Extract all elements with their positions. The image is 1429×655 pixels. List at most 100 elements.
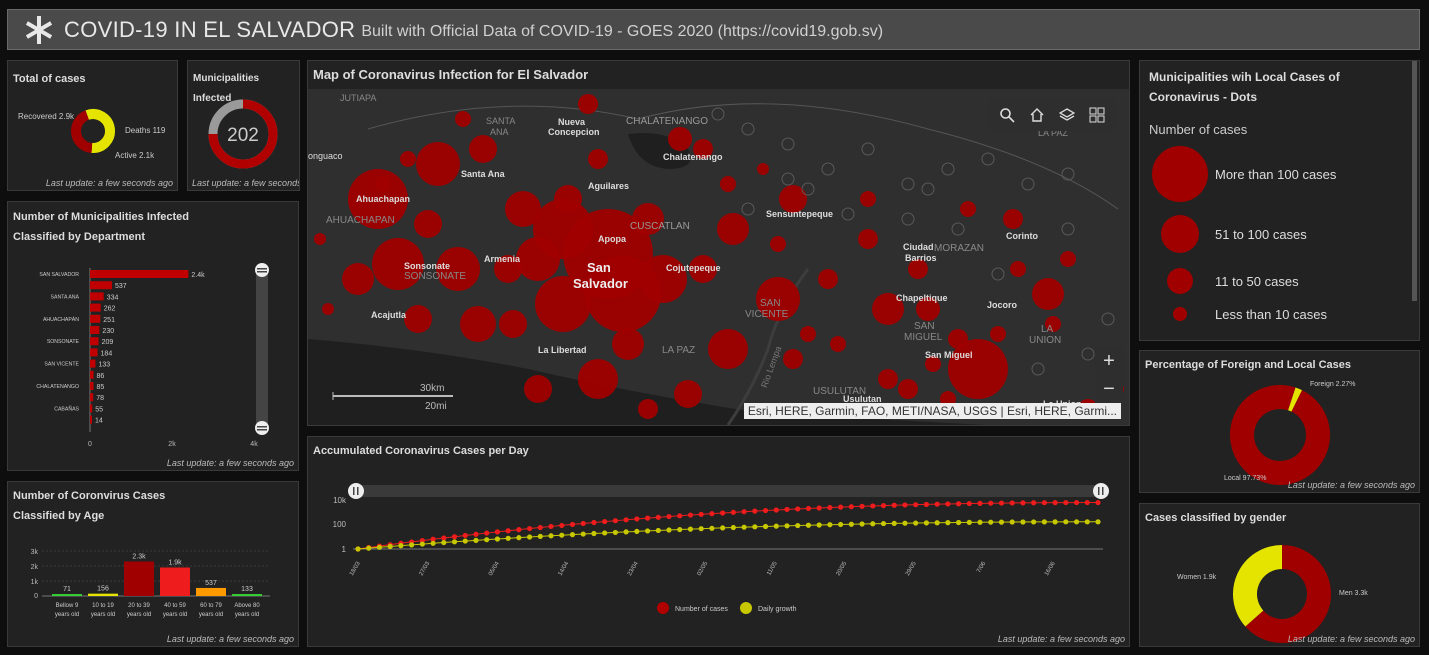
data-point[interactable] [945, 501, 951, 507]
data-point[interactable] [966, 519, 972, 525]
data-point[interactable] [720, 525, 726, 531]
data-point[interactable] [494, 529, 501, 535]
slice-foreign[interactable] [1287, 387, 1303, 412]
data-point[interactable] [1052, 519, 1058, 525]
data-point[interactable] [859, 521, 865, 527]
data-point[interactable] [773, 523, 779, 529]
data-point[interactable] [602, 530, 608, 536]
data-point[interactable] [827, 522, 833, 528]
data-point[interactable] [526, 534, 533, 540]
dept-bar[interactable] [90, 359, 96, 368]
zoom-out-button[interactable]: − [1103, 377, 1115, 400]
infection-dot[interactable] [524, 375, 552, 403]
daily-line-chart[interactable]: 10k 100 1 18/03 27/03 05/04 14/04 23/04 02/05… [308, 463, 1131, 648]
data-point[interactable] [677, 526, 683, 533]
data-point[interactable] [1095, 499, 1101, 506]
data-point[interactable] [376, 544, 383, 550]
data-point[interactable] [462, 538, 468, 544]
data-point[interactable] [816, 505, 822, 511]
scroll-handle-right[interactable] [1093, 483, 1109, 499]
data-point[interactable] [569, 532, 576, 538]
home-button[interactable] [1023, 103, 1051, 127]
scroll-track[interactable] [356, 485, 1101, 497]
data-point[interactable] [870, 521, 876, 527]
age-bar[interactable] [196, 587, 226, 596]
infection-dot[interactable] [668, 127, 692, 151]
data-point[interactable] [666, 527, 672, 533]
data-point[interactable] [848, 504, 854, 510]
data-point[interactable] [1063, 519, 1069, 525]
data-point[interactable] [762, 523, 769, 530]
infection-dot[interactable] [314, 233, 326, 245]
map-canvas[interactable]: JUTIAPA SANTA ANA Nueva Concepcion CHALA… [308, 89, 1129, 425]
age-bar[interactable] [88, 593, 118, 596]
infection-dot[interactable] [612, 328, 644, 360]
data-point[interactable] [795, 506, 801, 512]
dept-bar[interactable] [90, 270, 189, 278]
data-point[interactable] [526, 525, 533, 532]
data-point[interactable] [366, 545, 372, 551]
infection-dot[interactable] [372, 238, 424, 290]
data-point[interactable] [655, 527, 661, 534]
slice-local[interactable] [1230, 385, 1330, 485]
data-point[interactable] [634, 528, 640, 535]
infection-dot[interactable] [342, 263, 374, 295]
slice-women[interactable] [1233, 545, 1283, 627]
infection-dot[interactable] [717, 213, 749, 245]
data-point[interactable] [913, 502, 919, 508]
data-point[interactable] [484, 537, 490, 543]
infection-dot[interactable] [400, 151, 416, 167]
data-point[interactable] [698, 511, 704, 517]
data-point[interactable] [859, 503, 865, 509]
infection-dot[interactable] [578, 94, 598, 114]
data-point[interactable] [1052, 500, 1058, 506]
data-point[interactable] [1084, 519, 1090, 525]
dept-bar[interactable] [90, 404, 93, 413]
data-point[interactable] [612, 529, 618, 536]
search-button[interactable] [993, 103, 1021, 127]
data-point[interactable] [848, 521, 854, 527]
data-point[interactable] [709, 511, 715, 517]
data-point[interactable] [880, 520, 887, 527]
infection-dot[interactable] [708, 329, 748, 369]
infection-dot[interactable] [638, 399, 658, 419]
data-point[interactable] [998, 519, 1005, 525]
age-bar[interactable] [124, 561, 154, 597]
infection-dot[interactable] [830, 336, 846, 352]
data-point[interactable] [784, 506, 790, 513]
infection-dot[interactable] [639, 255, 687, 303]
data-point[interactable] [569, 521, 576, 528]
data-point[interactable] [548, 523, 554, 530]
infection-dot[interactable] [535, 276, 591, 332]
data-point[interactable] [752, 508, 758, 514]
data-point[interactable] [1031, 519, 1037, 525]
data-point[interactable] [784, 523, 790, 529]
infection-dot[interactable] [674, 380, 702, 408]
infection-dot[interactable] [878, 369, 898, 389]
data-point[interactable] [591, 530, 597, 537]
data-point[interactable] [773, 507, 779, 513]
data-point[interactable] [537, 524, 543, 531]
data-point[interactable] [805, 505, 812, 512]
data-point[interactable] [741, 524, 747, 530]
data-point[interactable] [891, 502, 897, 508]
data-point[interactable] [955, 501, 962, 507]
data-point[interactable] [988, 519, 994, 525]
infection-dot[interactable] [1045, 316, 1061, 332]
infection-dot[interactable] [554, 185, 582, 213]
data-point[interactable] [870, 503, 876, 509]
data-point[interactable] [827, 504, 833, 511]
infection-dot[interactable] [416, 142, 460, 186]
data-point[interactable] [516, 527, 522, 533]
data-point[interactable] [602, 518, 608, 525]
scroll-track[interactable] [256, 268, 268, 430]
data-point[interactable] [1031, 500, 1037, 506]
data-point[interactable] [505, 528, 511, 534]
data-point[interactable] [795, 522, 801, 529]
data-point[interactable] [677, 513, 683, 519]
infection-dot[interactable] [1003, 209, 1023, 229]
slice-recovered[interactable] [85, 109, 115, 153]
infection-dot[interactable] [916, 297, 940, 321]
dept-bar[interactable] [90, 382, 94, 390]
data-point[interactable] [687, 526, 694, 532]
